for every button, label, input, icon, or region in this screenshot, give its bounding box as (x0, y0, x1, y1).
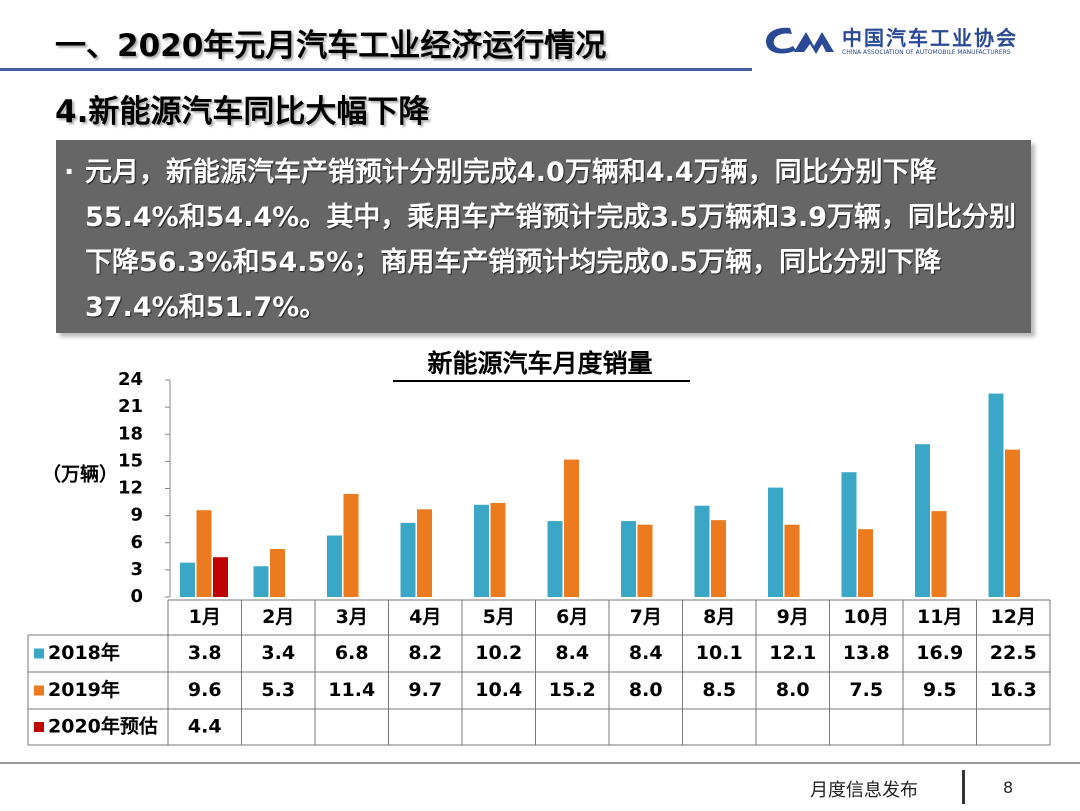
table-value: 9.6 (188, 679, 222, 701)
bar (213, 557, 228, 597)
bar (180, 562, 195, 597)
bar (858, 529, 873, 597)
footer-rule (0, 762, 1080, 764)
table-value: 3.8 (188, 642, 222, 664)
x-tick-label: 1月 (189, 606, 221, 628)
table-value: 9.7 (408, 679, 442, 701)
bar (1005, 449, 1020, 597)
bar (547, 521, 563, 597)
legend-label: 2020年预估 (48, 715, 158, 738)
bar (694, 505, 710, 597)
y-tick-label: 9 (130, 505, 143, 526)
bar (784, 524, 800, 597)
x-tick-label: 7月 (630, 606, 662, 628)
title-rule (0, 68, 752, 71)
bar (564, 459, 579, 597)
bullet-text: 元月，新能源汽车产销预计分别完成4.0万辆和4.4万辆，同比分别下降55.4%和… (85, 157, 1016, 323)
bar (841, 472, 857, 597)
table-value: 16.3 (990, 679, 1037, 701)
org-name: 中国汽车工业协会 (842, 26, 1018, 50)
bar (417, 509, 432, 597)
table-value: 16.9 (916, 642, 963, 664)
x-tick-label: 6月 (556, 606, 588, 628)
section-title: 4.新能源汽车同比大幅下降 (55, 94, 430, 130)
y-tick-label: 0 (130, 586, 143, 607)
y-tick-label: 24 (118, 369, 143, 390)
y-tick-label: 15 (118, 450, 143, 471)
x-tick-label: 2月 (262, 606, 294, 628)
x-tick-label: 8月 (703, 606, 735, 628)
x-tick-label: 3月 (336, 606, 368, 628)
bar (196, 510, 212, 597)
x-tick-label: 9月 (777, 606, 809, 628)
bullet-mark: · (64, 157, 75, 188)
table-value: 10.1 (696, 642, 743, 664)
y-tick-label: 21 (118, 396, 143, 417)
bar (621, 521, 636, 597)
table-value: 8.4 (629, 642, 663, 664)
table-value: 3.4 (261, 642, 295, 664)
text-box (56, 140, 1031, 333)
page-number: 8 (1003, 778, 1014, 797)
y-tick-label: 6 (130, 532, 143, 553)
bar (400, 522, 416, 597)
y-tick-label: 12 (118, 478, 143, 499)
table-value: 10.4 (475, 679, 522, 701)
legend-swatch (34, 685, 44, 696)
bar (915, 444, 930, 597)
x-tick-label: 5月 (483, 606, 515, 628)
table-value: 8.5 (702, 679, 736, 701)
x-tick-label: 12月 (991, 606, 1036, 628)
chart-title: 新能源汽车月度销量 (427, 349, 652, 378)
table-value: 11.4 (328, 679, 375, 701)
table-value: 9.5 (923, 679, 957, 701)
bar (327, 535, 342, 597)
bar (711, 520, 726, 597)
table-value: 15.2 (549, 679, 596, 701)
table-value: 8.4 (555, 642, 589, 664)
table-value: 6.8 (335, 642, 369, 664)
bar (637, 524, 653, 597)
bar (988, 393, 1004, 597)
table-value: 13.8 (843, 642, 890, 664)
org-name-en: CHINA ASSOCIATION OF AUTOMOBILE MANUFACT… (842, 49, 1011, 56)
table-value: 8.0 (776, 679, 810, 701)
chart: 新能源汽车月度销量 （万辆） 0 3 6 9 12 15 18 21 24 1月 2月 3月 4月 5月 6月 7… (27, 349, 1051, 746)
bar (474, 504, 489, 597)
x-tick-label: 11月 (917, 606, 962, 628)
legend-label: 2018年 (48, 641, 120, 664)
footer-divider (962, 770, 965, 804)
legend-swatch (34, 648, 44, 659)
table-value: 4.4 (188, 716, 222, 738)
y-axis-label: （万辆） (42, 463, 118, 486)
bar (270, 549, 285, 597)
table-value: 8.0 (629, 679, 663, 701)
bar (768, 487, 783, 597)
bar (343, 493, 359, 597)
x-tick-label: 4月 (409, 606, 441, 628)
legend-label: 2019年 (48, 678, 120, 701)
bar (931, 511, 947, 597)
table-value: 22.5 (990, 642, 1037, 664)
table-value: 12.1 (769, 642, 816, 664)
bar (490, 502, 506, 597)
table-value: 10.2 (475, 642, 522, 664)
table-value: 8.2 (408, 642, 442, 664)
table-value: 7.5 (849, 679, 883, 701)
legend-swatch (34, 722, 44, 732)
y-tick-label: 3 (130, 559, 143, 580)
footer-label: 月度信息发布 (810, 780, 918, 801)
slide-title: 一、2020年元月汽车工业经济运行情况 (55, 28, 607, 64)
y-tick-label: 18 (118, 423, 143, 444)
bar (253, 566, 269, 597)
table-value: 5.3 (261, 679, 295, 701)
x-tick-label: 10月 (844, 606, 889, 628)
logo (766, 27, 834, 54)
